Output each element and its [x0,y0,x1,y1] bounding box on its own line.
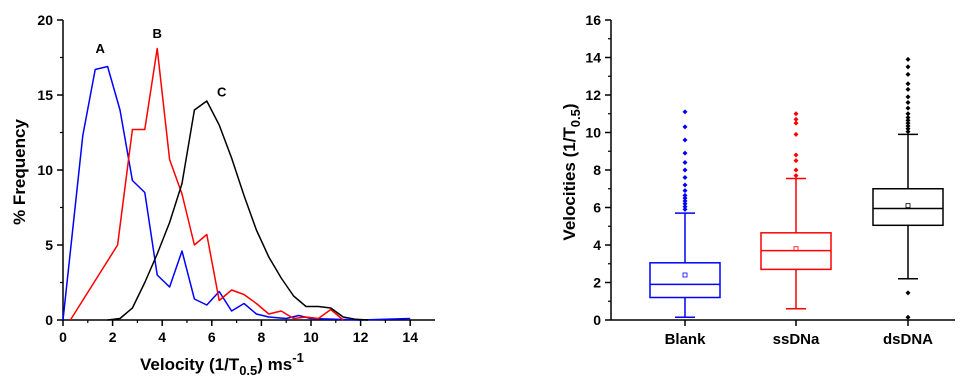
frequency-annotation-A: A [96,41,106,56]
box-outlier-dsdna [905,314,911,320]
box-mean-ssdna [793,246,799,252]
frequency-y-tick-label: 15 [37,87,53,103]
boxplot-y-tick-label: 2 [593,275,601,291]
box-outlier-blank [682,182,688,188]
frequency-x-tick-label: 10 [303,329,319,345]
frequency-x-tick-label: 8 [258,329,266,345]
frequency-chart: 0 2 4 6 8 10 12 14 0 5 10 15 20 A B C % Frequency Velo… [10,12,435,378]
frequency-annotation-B: B [153,26,162,41]
box-outlier-dsdna [905,81,911,87]
boxplot-category-label-ssdna: ssDNa [773,331,820,348]
frequency-annotation-C: C [217,85,227,100]
box-outlier-blank [682,160,688,165]
boxplot-y-tick-label: 16 [585,12,601,28]
box-outlier-blank [682,150,688,156]
box-outlier-dsdna [905,120,911,126]
boxplot-y-tick-label: 10 [585,125,601,141]
box-outlier-ssdna [793,152,799,158]
box-iqr-blank [649,262,721,299]
box-outlier-blank [682,188,688,194]
box-outlier-ssdna [793,116,799,122]
frequency-x-label-sup: -1 [292,350,304,365]
box-outlier-blank [682,192,688,198]
box-outlier-blank [682,175,688,180]
box-outlier-blank [682,201,688,207]
boxplot-y-tick-label: 0 [593,312,601,328]
frequency-x-label-unit: ) ms [257,355,292,374]
box-outlier-ssdna [793,173,799,179]
frequency-y-axis-label: % Frequency [10,119,29,225]
box-outlier-blank [682,195,688,201]
box-outlier-dsdna [905,117,911,123]
box-outlier-dsdna [905,94,911,100]
box-outlier-blank [682,124,688,130]
box-outlier-dsdna [905,129,911,135]
frequency-x-label-sub: 0.5 [239,363,257,378]
box-outlier-dsdna [905,290,911,296]
frequency-x-tick-label: 14 [402,329,418,345]
frequency-y-tick-label: 0 [45,312,53,328]
frequency-series [62,47,411,321]
frequency-y-tick-label: 5 [45,237,53,253]
box-outlier-dsdna [905,115,911,120]
box-outlier-dsdna [905,86,911,92]
boxplot-y-tick-label: 6 [593,200,601,216]
box-outlier-dsdna [905,123,911,129]
boxplot-y-axis-label: Velocities (1/T0.5) [560,103,583,240]
frequency-x-tick-label: 4 [158,329,166,345]
box-outlier-dsdna [905,100,911,105]
boxplot-y-tick-label: 8 [593,162,601,178]
frequency-x-axis-label: Velocity (1/T0.5) ms-1 [140,350,304,378]
frequency-x-tick-label: 0 [59,329,67,345]
box-outlier-dsdna [905,71,911,77]
boxplot-category-label-dsdna: dsDNA [883,331,933,348]
box-outlier-dsdna [905,111,911,117]
boxplot-y-tick-label: 14 [585,50,601,66]
box-outlier-blank [682,206,688,212]
box-outlier-dsdna [905,126,911,132]
box-mean-blank [682,272,688,278]
frequency-x-label-main: Velocity (1/T [140,355,240,374]
box-outlier-ssdna [793,167,799,173]
velocity-boxplot: 0 2 4 6 8 10 12 14 16 Blank ssDNa dsDNA Velocities … [560,12,955,348]
box-outlier-dsdna [905,56,911,62]
box-outlier-ssdna [793,158,799,164]
boxplot-boxes [649,56,944,320]
frequency-x-tick-label: 6 [208,329,216,345]
frequency-series-line-C [107,100,369,321]
box-outlier-blank [682,109,688,115]
frequency-series-line-A [62,65,411,321]
boxplot-y-label-end: ) [560,103,579,109]
boxplot-y-label-sub: 0.5 [568,109,583,127]
box-outlier-ssdna [793,120,799,126]
frequency-axes: 0 2 4 6 8 10 12 14 0 5 10 15 20 [37,12,435,345]
boxplot-category-label-blank: Blank [665,331,707,348]
frequency-series-line-B [69,47,344,321]
frequency-x-tick-label: 2 [109,329,117,345]
frequency-y-tick-label: 20 [37,12,53,28]
box-outlier-blank [682,198,688,204]
box-outlier-dsdna [905,64,911,70]
box-mean-dsdna [905,203,911,209]
box-outlier-blank [682,204,688,210]
boxplot-axes: 0 2 4 6 8 10 12 14 16 Blank ssDNa dsDNA [585,12,955,348]
box-outlier-blank [682,167,688,173]
frequency-x-tick-label: 12 [353,329,369,345]
boxplot-y-tick-label: 12 [585,87,601,103]
boxplot-y-tick-label: 4 [593,237,601,253]
boxplot-y-label-main: Velocities (1/T [560,127,579,241]
frequency-annotations: A B C [96,26,228,100]
box-outlier-ssdna [793,131,799,137]
box-outlier-blank [682,137,688,143]
box-iqr-dsdna [872,188,944,227]
frequency-y-tick-label: 10 [37,162,53,178]
box-outlier-dsdna [905,105,911,111]
box-outlier-ssdna [793,111,799,117]
